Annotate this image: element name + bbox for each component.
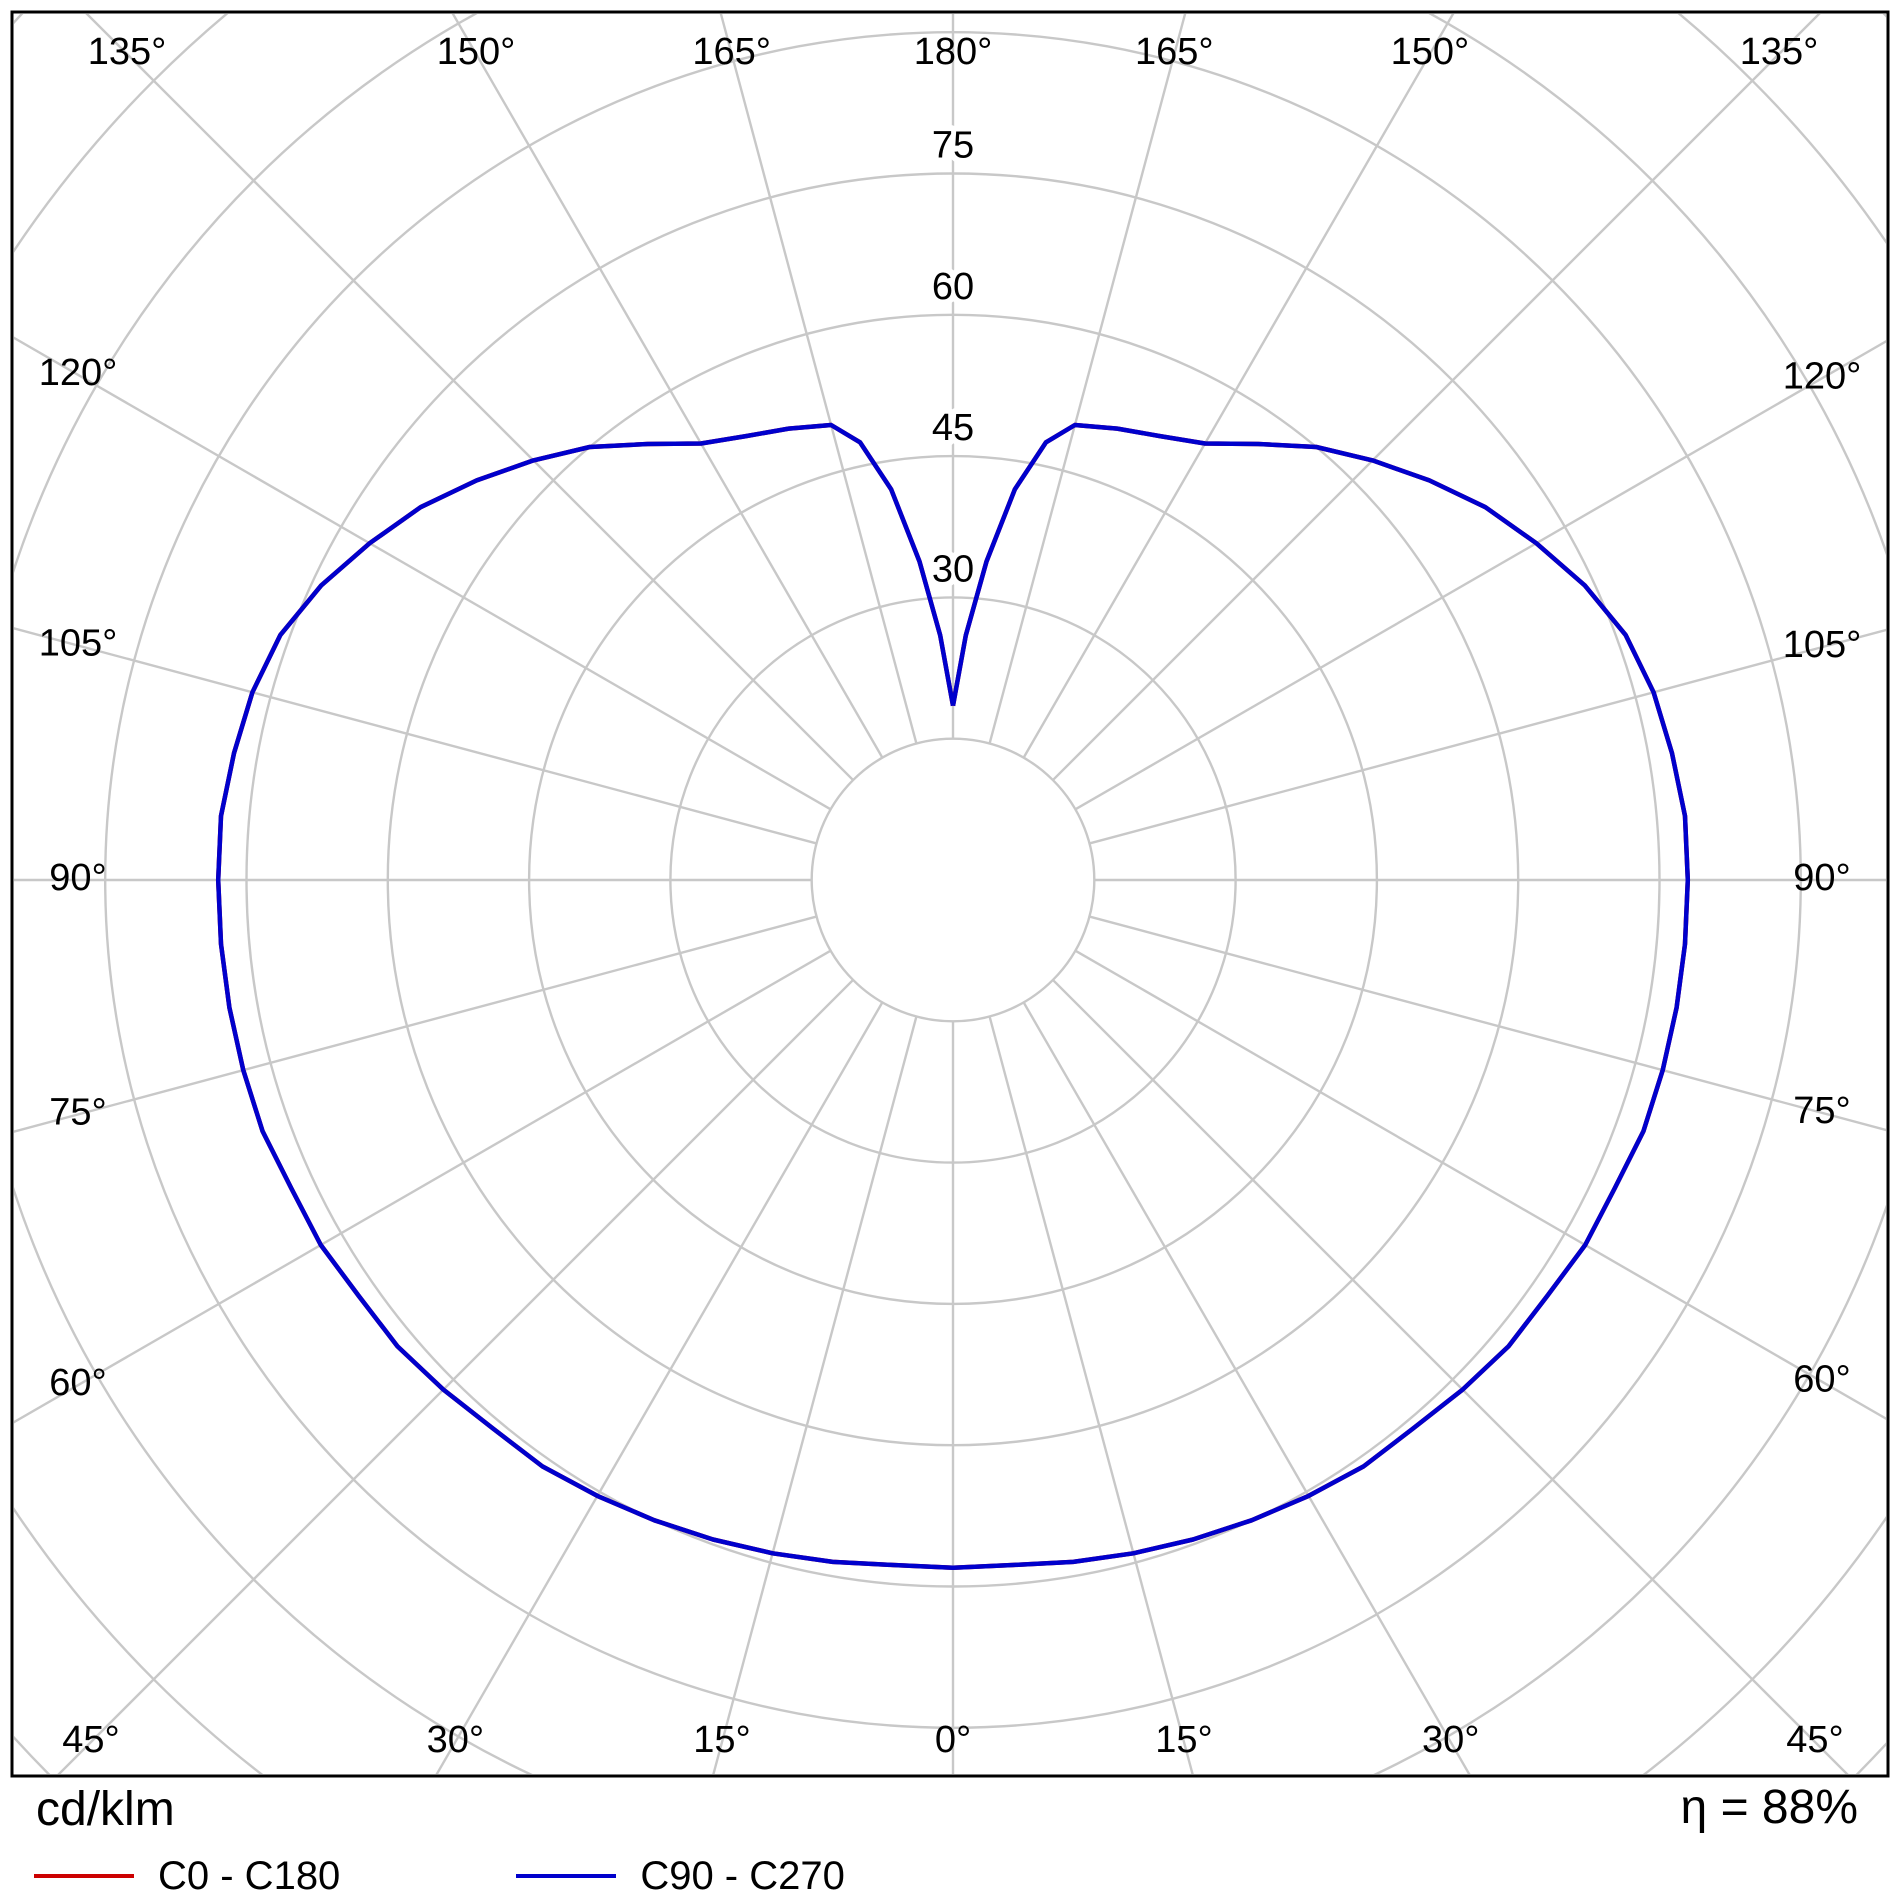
svg-text:75: 75 [932, 125, 974, 167]
svg-text:105°: 105° [39, 623, 118, 665]
svg-text:75°: 75° [1793, 1090, 1850, 1132]
svg-text:30°: 30° [427, 1719, 484, 1761]
svg-text:75°: 75° [49, 1092, 106, 1134]
svg-text:45°: 45° [1786, 1719, 1843, 1761]
legend-label-c90-c270: C90 - C270 [640, 1854, 845, 1898]
svg-text:0°: 0° [935, 1719, 971, 1761]
svg-text:165°: 165° [692, 31, 771, 73]
legend: C0 - C180 C90 - C270 [34, 1854, 845, 1898]
legend-swatch-c90-c270 [516, 1874, 617, 1878]
svg-text:45°: 45° [62, 1719, 119, 1761]
svg-text:165°: 165° [1135, 31, 1214, 73]
svg-text:15°: 15° [693, 1719, 750, 1761]
svg-text:30°: 30° [1422, 1719, 1479, 1761]
svg-text:135°: 135° [1740, 31, 1819, 73]
efficiency-value: η = 88% [1680, 1781, 1858, 1834]
svg-text:105°: 105° [1783, 624, 1862, 666]
svg-text:45: 45 [932, 407, 974, 449]
svg-text:120°: 120° [1783, 355, 1862, 397]
svg-text:60°: 60° [49, 1362, 106, 1404]
svg-text:90°: 90° [49, 857, 106, 899]
svg-text:150°: 150° [1391, 31, 1470, 73]
svg-text:135°: 135° [88, 31, 167, 73]
svg-text:15°: 15° [1155, 1719, 1212, 1761]
curve-c90-c270 [215, 422, 1691, 1570]
svg-text:60°: 60° [1793, 1359, 1850, 1401]
plot-frame [10, 10, 1890, 1778]
unit-label: cd/klm [36, 1783, 175, 1836]
svg-text:30: 30 [932, 548, 974, 590]
svg-text:180°: 180° [914, 31, 993, 73]
svg-text:60: 60 [932, 266, 974, 308]
legend-label-c0-c180: C0 - C180 [158, 1854, 341, 1898]
svg-text:90°: 90° [1793, 857, 1850, 899]
legend-swatch-c0-c180 [34, 1874, 134, 1878]
svg-text:120°: 120° [39, 352, 118, 394]
svg-text:150°: 150° [437, 31, 516, 73]
angle-labels: 0° 15° 15° 30° 30° 45° 45° 60° 60° 75° 75° 90° 90° 10… [39, 31, 1862, 1761]
curves [215, 422, 1691, 1570]
ring-labels: 30 45 60 75 [926, 119, 980, 597]
